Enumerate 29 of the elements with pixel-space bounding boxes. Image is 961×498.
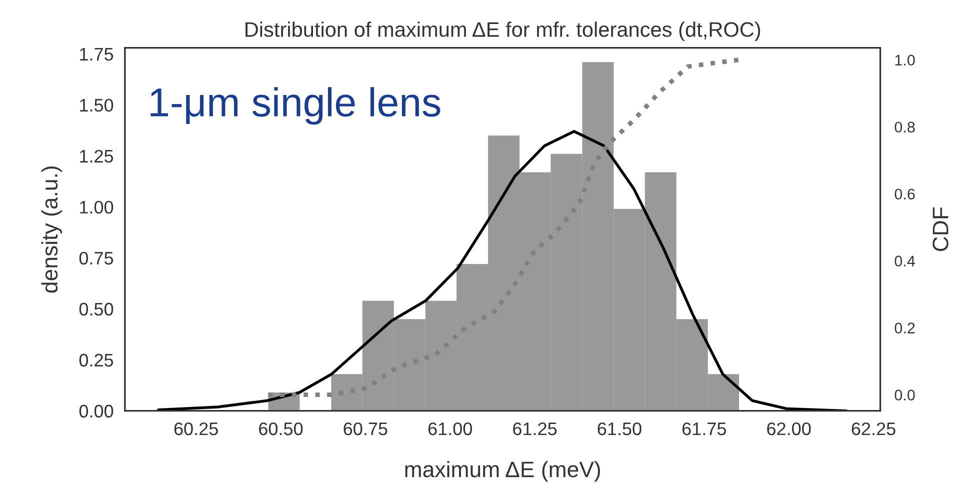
y2-tick-label: 0.0 [894, 390, 915, 400]
annotation: 1-μm single lens [150, 87, 440, 125]
x-tick-label: 61.25 [513, 422, 557, 436]
x-tick-label: 62.00 [767, 422, 811, 436]
x-axis-title: maximum ΔE (meV) [405, 461, 600, 482]
y-tick-label: 0.25 [79, 354, 114, 367]
x-tick-label: 62.25 [852, 422, 896, 436]
y2-tick-label: 0.6 [894, 188, 915, 200]
y2-tick-label: 0.2 [894, 322, 915, 334]
y2-axis-title: CDF [932, 207, 948, 252]
x-tick-label: 61.50 [598, 422, 642, 436]
y-tick-label: 1.75 [80, 48, 114, 61]
x-tick-label: 61.75 [682, 422, 726, 436]
x-tick-label: 60.75 [344, 422, 388, 436]
y-tick-label: 0.75 [79, 252, 114, 265]
x-tick-label: 60.50 [259, 422, 303, 436]
y2-tick-label: 0.8 [894, 122, 915, 133]
y2-tick-label: 0.4 [894, 256, 915, 266]
x-tick-label: 60.25 [174, 422, 218, 436]
line-series [157, 130, 848, 411]
y-tick-label: 1.00 [80, 200, 114, 214]
y2-tick-label: 1.0 [895, 54, 915, 66]
y-tick-label: 0.00 [79, 404, 114, 418]
chart-title: Distribution of maximum ΔE for mfr. tolerances (dt,ROC) [246, 22, 760, 42]
x-tick-label: 61.00 [428, 422, 472, 436]
y-tick-label: 0.50 [79, 302, 114, 316]
y-tick-label: 1.50 [80, 98, 114, 112]
y-tick-label: 1.25 [80, 150, 114, 163]
y-axis-title: density (a.u.) [41, 166, 62, 293]
